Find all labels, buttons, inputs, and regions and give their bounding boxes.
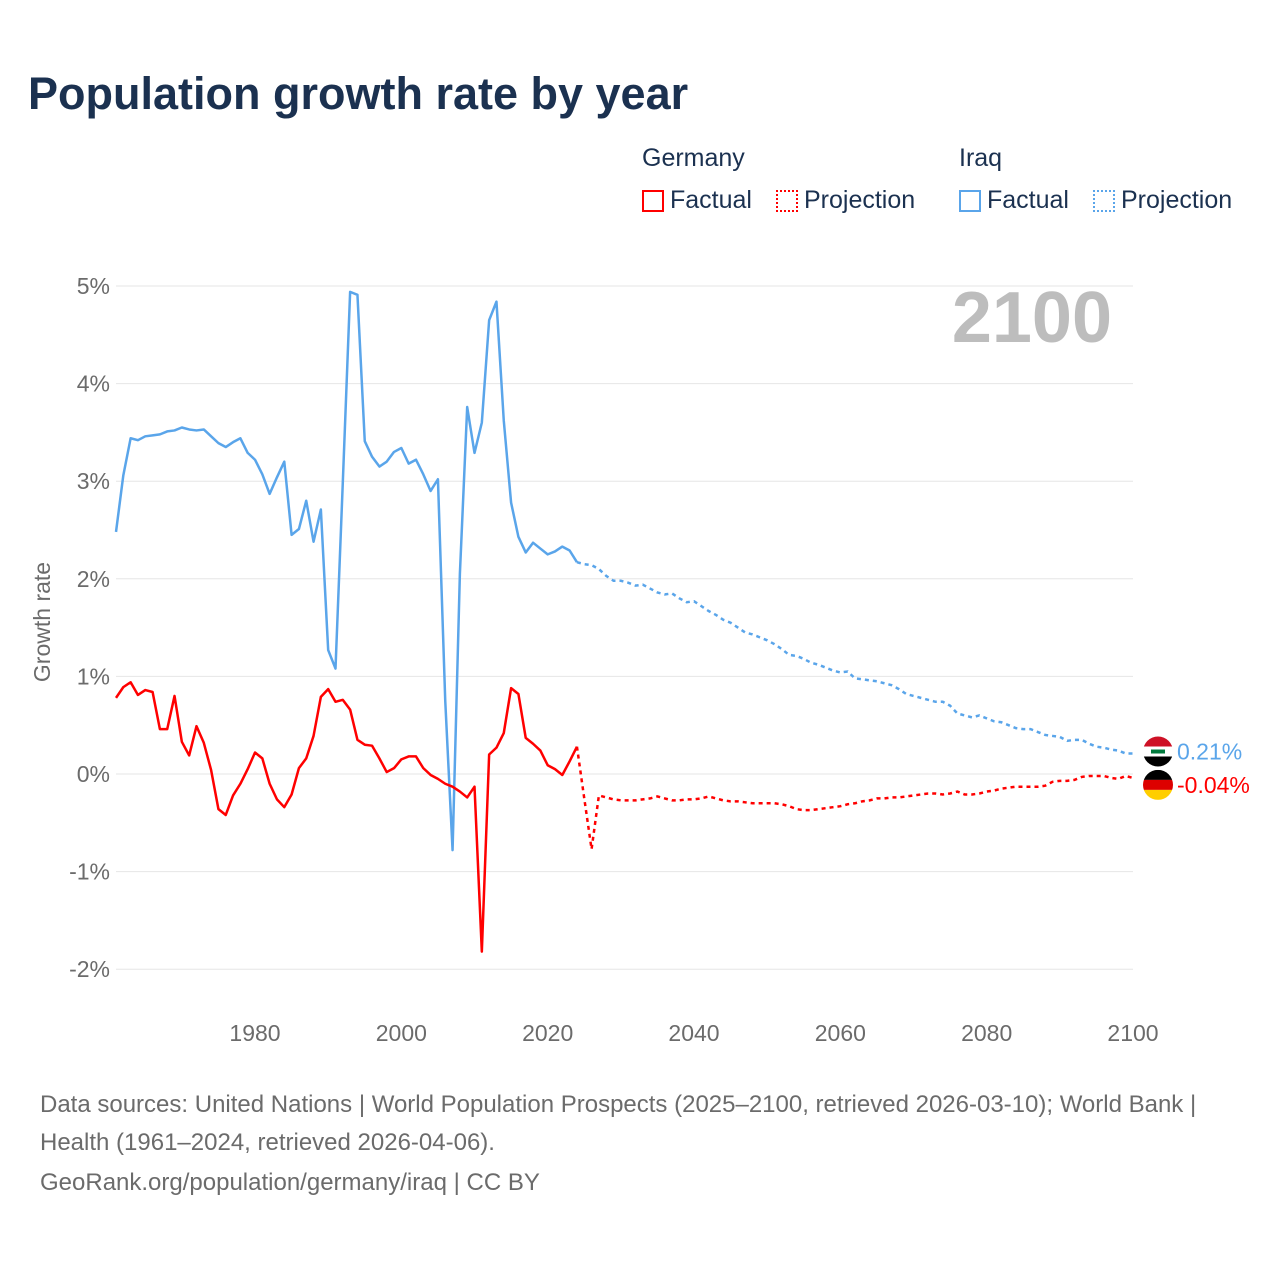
iraq-projection-line xyxy=(576,561,1133,755)
x-tick-label: 1980 xyxy=(229,1020,280,1046)
y-tick-label: 0% xyxy=(77,761,110,787)
y-tick-label: 5% xyxy=(77,273,110,299)
iraq-end-value-label: 0.21% xyxy=(1177,739,1242,765)
chart-title: Population growth rate by year xyxy=(28,68,689,119)
legend-group-iraq: Iraq xyxy=(959,144,1003,172)
legend-group-germany: Germany xyxy=(642,144,745,172)
flag-stripes xyxy=(1143,769,1173,800)
legend-label: Factual xyxy=(987,186,1069,214)
x-tick-label: 2040 xyxy=(668,1020,719,1046)
legend-swatch-dotted-blue xyxy=(1093,189,1115,212)
legend-germany-factual[interactable]: Factual xyxy=(642,186,752,215)
data-sources: Data sources: United Nations | World Pop… xyxy=(40,1091,1197,1156)
y-tick-label: -1% xyxy=(69,859,110,885)
flag-stripe-black xyxy=(1143,769,1173,780)
germany-flag-icon xyxy=(1143,769,1173,800)
y-tick-label: -2% xyxy=(69,956,110,982)
legend-germany-projection[interactable]: Projection xyxy=(776,186,915,215)
y-tick-label: 1% xyxy=(77,663,110,689)
y-tick-label: 4% xyxy=(77,371,110,397)
germany-factual-line xyxy=(114,681,579,953)
germany-end-value-label: -0.04% xyxy=(1177,772,1250,798)
current-year-watermark: 2100 xyxy=(952,278,1112,358)
x-tick-label: 2080 xyxy=(961,1020,1012,1046)
germany-projection-line xyxy=(575,746,1134,850)
legend-iraq-projection[interactable]: Projection xyxy=(1093,186,1232,215)
y-tick-label: 2% xyxy=(77,566,110,592)
flag-stripe-red xyxy=(1143,736,1173,747)
iraq-factual-line xyxy=(114,290,579,852)
x-tick-label: 2020 xyxy=(522,1020,573,1046)
legend-label: Factual xyxy=(670,186,752,214)
legend-swatch-solid-blue xyxy=(959,189,981,212)
x-tick-label: 2060 xyxy=(815,1020,866,1046)
source-link[interactable]: GeoRank.org/population/germany/iraq | CC… xyxy=(40,1169,540,1196)
x-tick-label: 2000 xyxy=(376,1020,427,1046)
legend-swatch-dotted-red xyxy=(776,189,798,212)
flag-stripe-red xyxy=(1143,779,1173,790)
legend-label: Projection xyxy=(1121,186,1233,214)
legend-swatch-solid-red xyxy=(642,189,664,212)
iraq-flag-icon xyxy=(1143,736,1173,767)
flag-emblem xyxy=(1151,749,1165,754)
legend-label: Projection xyxy=(804,186,916,214)
flag-stripe-black xyxy=(1143,756,1173,767)
y-axis-label: Growth rate xyxy=(29,562,55,682)
x-tick-label: 2100 xyxy=(1107,1020,1158,1046)
legend-iraq-factual[interactable]: Factual xyxy=(959,186,1069,215)
flag-stripes xyxy=(1143,736,1173,767)
y-tick-label: 3% xyxy=(77,468,110,494)
flag-stripe-gold xyxy=(1143,789,1173,800)
